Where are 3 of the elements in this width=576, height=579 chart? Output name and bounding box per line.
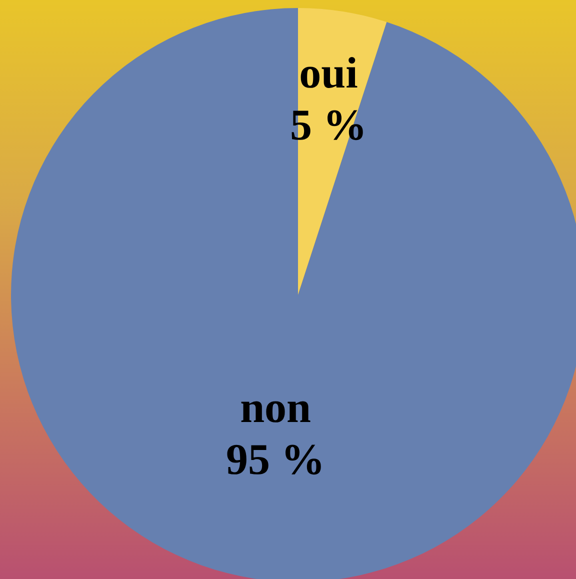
slice-label: oui [299,48,358,98]
slice-label: non [240,383,312,432]
data-label: 95 % [226,435,326,484]
